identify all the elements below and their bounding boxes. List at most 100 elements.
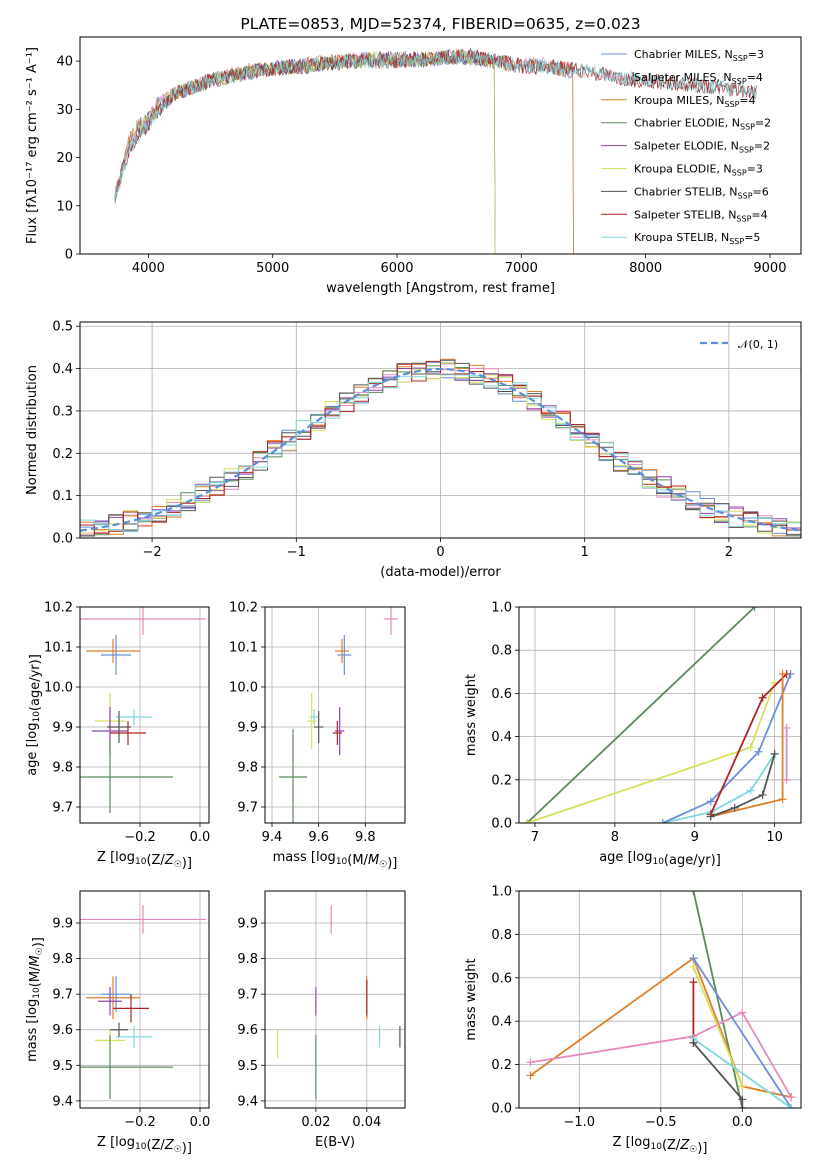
mass-weight-line [692,891,744,1108]
legend-label: Salpeter STELIB, NSSP=4 [634,208,768,223]
legend-label: Kroupa MILES, NSSP=4 [634,94,756,109]
y-tick-label: 9.9 [52,917,73,932]
x-tick-label: 9.4 [262,830,283,845]
x-tick-label: −0.5 [645,1115,677,1130]
y-tick-label: 0.8 [491,928,512,943]
y-tick-label: 1.0 [491,885,512,900]
axes-frame [79,606,210,824]
x-tick-label: 6000 [380,261,413,276]
legend-label: Salpeter ELODIE, NSSP=2 [634,140,770,155]
x-tick-label: −0.2 [124,1115,156,1130]
y-tick-label: 0.0 [52,532,73,547]
y-tick-label: 9.5 [237,1059,258,1074]
chart-panel-1: −2 −1 0 1 2 0.0 0.1 0.2 0.3 0.4 0.5 (data-model)/er… [25,320,802,580]
data-point [778,795,787,804]
y-tick-label: 0.3 [52,404,73,419]
x-tick-label: 0 [436,545,444,560]
data-point [689,1038,698,1047]
y-tick-label: 10.2 [44,601,73,616]
y-tick-label: 0.1 [52,489,73,504]
chart-panel-7: −1.0 −0.5 0.0 0.0 0.2 0.4 0.6 0.8 1.0 Z [log10(Z/… [464,885,802,1156]
x-tick-label: 5000 [256,261,289,276]
x-tick-label: −1.0 [564,1115,596,1130]
y-tick-label: 9.8 [237,761,258,776]
data-point [750,607,759,611]
y-tick-label: 9.7 [237,988,258,1003]
x-tick-label: 10 [766,830,783,845]
y-tick-label: 0.2 [491,773,512,788]
x-tick-label: 9000 [753,261,786,276]
y-tick-label: 9.9 [237,917,258,932]
y-tick-label: 9.6 [52,1023,73,1038]
histogram-step [80,360,801,534]
series-line [114,47,757,203]
legend-label: Salpeter MILES, NSSP=4 [634,71,763,86]
chart-panel-5: −0.2 0.0 9.4 9.5 9.6 9.7 9.8 9.9 Z [log10(Z/Z☉)]… [25,890,211,1156]
plot-area [80,905,206,1100]
x-tick-label: 2 [725,545,733,560]
plot-area [80,358,801,537]
y-tick-label: 9.7 [237,801,258,816]
x-tick-label: −1 [287,545,306,560]
x-axis-label: wavelength [Angstrom, rest frame] [326,281,555,296]
y-tick-label: 10 [56,199,73,214]
y-tick-label: 9.8 [52,952,73,967]
axes-frame [79,321,802,539]
x-tick-label: 0.0 [190,830,211,845]
plot-area [279,607,398,823]
y-tick-label: 9.5 [52,1059,73,1074]
mass-weight-line [710,674,784,818]
plot-area [277,905,401,1100]
y-tick-label: 10.2 [229,601,258,616]
data-point [770,749,779,758]
normal-curve [80,367,801,532]
y-tick-label: 0.4 [52,362,73,377]
x-tick-label: 9.8 [355,830,376,845]
plot-area [522,607,795,823]
y-tick-label: 9.4 [237,1094,258,1109]
data-point [738,1008,747,1017]
mass-weight-line [709,673,788,815]
series-line [114,49,574,254]
data-point [526,1071,535,1080]
chart-panel-3: 9.4 9.6 9.8 9.7 9.8 9.9 10.0 10.1 10.2 mass [log1… [229,601,406,871]
y-tick-label: 1.0 [491,601,512,616]
data-point [689,954,698,963]
chart-panel-6: 0.02 0.04 9.4 9.5 9.6 9.7 9.8 9.9 E(B-V) [237,890,406,1150]
x-axis-label: Z [log10(Z/Z☉)] [613,1135,708,1156]
y-tick-label: 9.8 [52,761,73,776]
data-point [758,693,767,702]
mass-weight-line [710,753,776,818]
y-tick-label: 10.0 [44,681,73,696]
data-point [746,786,755,795]
y-tick-label: 0 [65,248,73,263]
series-line [114,48,574,254]
data-point [782,723,791,732]
x-axis-label: mass [log10(M/M☉)] [273,850,398,871]
y-tick-label: 9.7 [52,988,73,1003]
data-point [689,891,698,895]
series-line [114,49,757,199]
plot-area [526,891,796,1108]
series-line [135,49,496,254]
y-axis-label: Normed distribution [25,365,40,495]
mass-weight-line [692,957,792,1108]
data-point [522,819,531,823]
data-point [738,1082,747,1091]
mass-weight-line [662,673,792,823]
y-tick-label: 10.1 [229,641,258,656]
x-tick-label: 0.0 [190,1115,211,1130]
x-axis-label: age [log10(age/yr)] [599,850,721,868]
legend-label: 𝒩(0, 1) [738,338,778,351]
legend-label: Chabrier MILES, NSSP=3 [634,48,764,63]
chart-title: PLATE=0853, MJD=52374, FIBERID=0635, z=0… [240,15,640,33]
x-tick-label: 0.0 [732,1115,753,1130]
y-tick-label: 20 [56,151,73,166]
data-point [758,790,767,799]
x-tick-label: 4000 [132,261,165,276]
y-tick-label: 9.4 [52,1094,73,1109]
data-point [738,1095,747,1104]
x-tick-label: 7 [531,830,539,845]
series-line [114,49,757,201]
